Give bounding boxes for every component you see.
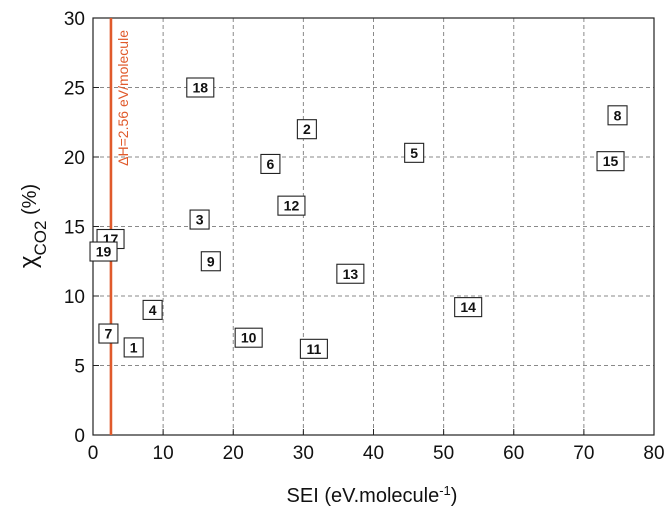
data-point-box bbox=[234, 327, 263, 348]
data-point: 19 bbox=[89, 241, 118, 262]
data-point-box bbox=[277, 195, 306, 216]
data-point-label: 14 bbox=[460, 299, 476, 315]
data-point: 10 bbox=[234, 327, 263, 348]
data-point-label: 15 bbox=[603, 153, 619, 169]
data-point: 8 bbox=[607, 105, 628, 126]
data-point-label: 4 bbox=[149, 302, 157, 318]
x-axis-label: SEI (eV.molecule-1) bbox=[287, 483, 458, 508]
data-point-box bbox=[404, 142, 425, 163]
data-point: 12 bbox=[277, 195, 306, 216]
x-tick-label: 0 bbox=[88, 443, 99, 464]
x-tick-label: 50 bbox=[433, 443, 454, 464]
data-point: 7 bbox=[98, 323, 119, 344]
data-point-label: 5 bbox=[410, 145, 418, 161]
data-point-label: 19 bbox=[96, 244, 112, 260]
reference-line-label: ΔH=2.56 eV/molecule bbox=[115, 30, 131, 166]
data-point-label: 9 bbox=[207, 253, 215, 269]
data-point-box bbox=[260, 153, 281, 174]
y-axis-label: χCO2 (%) bbox=[15, 184, 50, 268]
y-tick-label: 10 bbox=[64, 287, 85, 308]
data-point: 6 bbox=[260, 153, 281, 174]
data-point-label: 13 bbox=[343, 266, 359, 282]
data-point-box bbox=[186, 77, 215, 98]
data-point: 4 bbox=[142, 299, 163, 320]
y-tick-label: 0 bbox=[74, 426, 85, 447]
data-point-label: 6 bbox=[267, 156, 275, 172]
data-point: 15 bbox=[596, 151, 625, 172]
data-point-label: 18 bbox=[193, 80, 209, 96]
data-point: 14 bbox=[454, 297, 483, 318]
data-point-label: 11 bbox=[306, 341, 321, 357]
data-point: 18 bbox=[186, 77, 215, 98]
x-tick-label: 10 bbox=[153, 443, 174, 464]
data-point: 1 bbox=[123, 337, 144, 358]
y-tick-label: 25 bbox=[64, 79, 85, 100]
plot-frame bbox=[92, 17, 655, 436]
data-point-label: 1 bbox=[130, 339, 138, 355]
data-point-box bbox=[296, 119, 317, 140]
y-tick-label: 20 bbox=[64, 148, 85, 169]
data-point-box bbox=[142, 299, 163, 320]
x-tick-label: 20 bbox=[223, 443, 244, 464]
data-point: 11 bbox=[299, 338, 328, 359]
x-tick-label: 70 bbox=[573, 443, 594, 464]
y-tick-label: 30 bbox=[64, 9, 85, 30]
data-point-label: 2 bbox=[303, 121, 311, 137]
data-point-label: 10 bbox=[241, 330, 257, 346]
data-point-box bbox=[336, 263, 365, 284]
x-tick-label: 80 bbox=[643, 443, 664, 464]
data-point-box bbox=[607, 105, 628, 126]
x-tick-label: 30 bbox=[293, 443, 314, 464]
x-tick-label: 60 bbox=[503, 443, 524, 464]
data-point: 13 bbox=[336, 263, 365, 284]
data-point-box bbox=[454, 297, 483, 318]
data-point-label: 3 bbox=[196, 212, 204, 228]
data-point-box bbox=[123, 337, 144, 358]
y-tick-label: 5 bbox=[74, 357, 85, 378]
data-point-box bbox=[596, 151, 625, 172]
x-tick-label: 40 bbox=[363, 443, 384, 464]
y-tick-label: 15 bbox=[64, 218, 85, 239]
data-point: 5 bbox=[404, 142, 425, 163]
data-point: 3 bbox=[189, 209, 210, 230]
data-point: 2 bbox=[296, 119, 317, 140]
data-point: 9 bbox=[200, 251, 221, 272]
data-point-box bbox=[189, 209, 210, 230]
grid-lines bbox=[93, 18, 654, 435]
data-point-box bbox=[299, 338, 328, 359]
reference-line-group: ΔH=2.56 eV/molecule bbox=[109, 18, 131, 435]
data-point-box bbox=[200, 251, 221, 272]
data-point-box bbox=[98, 323, 119, 344]
data-point-label: 7 bbox=[105, 326, 113, 342]
data-point-box bbox=[89, 241, 118, 262]
data-point-label: 8 bbox=[614, 107, 622, 123]
data-point-label: 12 bbox=[284, 198, 300, 214]
